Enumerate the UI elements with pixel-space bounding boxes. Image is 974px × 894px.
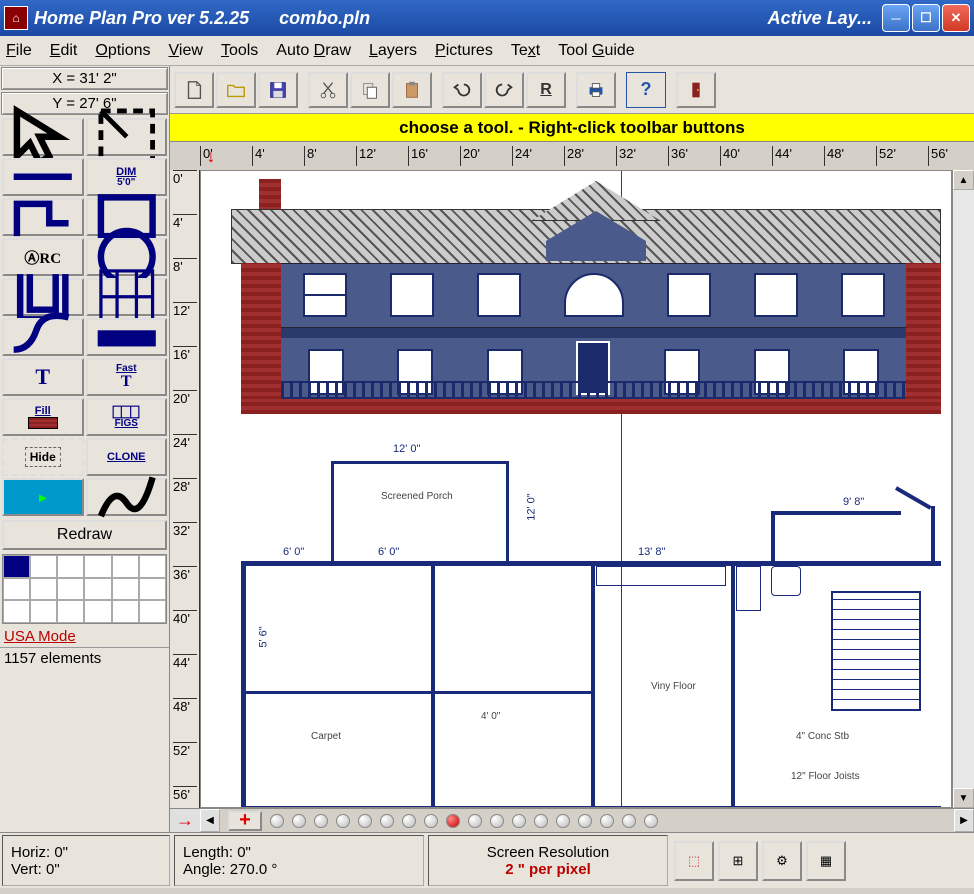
layer-dot[interactable]	[380, 814, 394, 828]
tool-blue[interactable]: ▸	[2, 478, 84, 516]
menu-autodraw[interactable]: Auto Draw	[276, 42, 351, 60]
active-layer-label: Active Lay...	[768, 8, 872, 29]
layer-dot[interactable]	[270, 814, 284, 828]
scroll-right-icon[interactable]: ▶	[954, 809, 974, 832]
layer-dot[interactable]	[490, 814, 504, 828]
menu-options[interactable]: Options	[95, 42, 150, 60]
new-button[interactable]	[174, 72, 214, 108]
tool-fasttext[interactable]: FastT	[86, 358, 168, 396]
ruler-down-arrow-icon[interactable]: →	[170, 809, 200, 832]
print-button[interactable]	[576, 72, 616, 108]
status-res-value: 2 " per pixel	[505, 861, 590, 878]
layer-dot[interactable]	[468, 814, 482, 828]
left-panel: X = 31' 2" Y = 27' 6" DIM5'0" ⒶRC T Fast…	[0, 66, 170, 832]
help-button[interactable]: ?	[626, 72, 666, 108]
copy-button[interactable]	[350, 72, 390, 108]
status-vert: Vert: 0"	[11, 861, 161, 878]
titlebar: ⌂ Home Plan Pro ver 5.2.25 combo.pln Act…	[0, 0, 974, 36]
layer-dot[interactable]	[292, 814, 306, 828]
tool-text[interactable]: T	[2, 358, 84, 396]
tool-fill[interactable]: Fill	[2, 398, 84, 436]
menu-edit[interactable]: Edit	[50, 42, 78, 60]
door-button[interactable]	[676, 72, 716, 108]
app-icon: ⌂	[4, 6, 28, 30]
status-icon-4[interactable]: ▦	[806, 841, 846, 881]
menubar: File Edit Options View Tools Auto Draw L…	[0, 36, 974, 66]
layer-dot[interactable]	[512, 814, 526, 828]
usa-mode-link[interactable]: USA Mode	[0, 626, 169, 647]
menu-text[interactable]: Text	[511, 42, 540, 60]
layer-dot[interactable]	[314, 814, 328, 828]
redraw-tb-button[interactable]: R	[526, 72, 566, 108]
statusbar: Horiz: 0" Vert: 0" Length: 0" Angle: 270…	[0, 832, 974, 888]
menu-view[interactable]: View	[169, 42, 203, 60]
redraw-button[interactable]: Redraw	[2, 520, 167, 550]
layer-dot[interactable]	[424, 814, 438, 828]
undo-button[interactable]	[442, 72, 482, 108]
paste-button[interactable]	[392, 72, 432, 108]
drawing-canvas[interactable]: 12' 0" 12' 0" Screened Porch	[200, 170, 952, 808]
add-layer-button[interactable]: +	[228, 811, 262, 831]
color-grid[interactable]	[2, 554, 167, 624]
tool-hide[interactable]: Hide	[2, 438, 84, 476]
layer-dot[interactable]	[622, 814, 636, 828]
open-button[interactable]	[216, 72, 256, 108]
vertical-ruler: 0'4'8'12'16'20'24'28'32'36'40'44'48'52'5…	[170, 170, 200, 808]
element-count: 1157 elements	[0, 647, 169, 669]
menu-toolguide[interactable]: Tool Guide	[558, 42, 635, 60]
tool-figs[interactable]: FIGS	[86, 398, 168, 436]
menu-tools[interactable]: Tools	[221, 42, 258, 60]
filename: combo.pln	[279, 8, 370, 29]
layer-dot[interactable]	[578, 814, 592, 828]
status-angle: Angle: 270.0 °	[183, 861, 415, 878]
hint-bar: choose a tool. - Right-click toolbar but…	[170, 114, 974, 142]
menu-pictures[interactable]: Pictures	[435, 42, 493, 60]
close-button[interactable]: ✕	[942, 4, 970, 32]
status-icon-1[interactable]: ⬚	[674, 841, 714, 881]
status-icon-3[interactable]: ⚙	[762, 841, 802, 881]
status-icon-2[interactable]: ⊞	[718, 841, 758, 881]
house-elevation	[231, 181, 941, 421]
floor-plan: 12' 0" 12' 0" Screened Porch	[231, 431, 941, 808]
layer-dot-active[interactable]	[446, 814, 460, 828]
vertical-scrollbar[interactable]: ▲ ▼	[952, 170, 974, 808]
maximize-button[interactable]: ☐	[912, 4, 940, 32]
layer-dot[interactable]	[358, 814, 372, 828]
layer-dot[interactable]	[402, 814, 416, 828]
scroll-up-icon[interactable]: ▲	[953, 170, 974, 190]
status-res-label: Screen Resolution	[487, 844, 610, 861]
status-length: Length: 0"	[183, 844, 415, 861]
tool-thickline[interactable]	[86, 318, 168, 356]
layer-dot[interactable]	[644, 814, 658, 828]
status-horiz: Horiz: 0"	[11, 844, 161, 861]
layer-dot[interactable]	[336, 814, 350, 828]
app-title: Home Plan Pro ver 5.2.25	[34, 8, 249, 29]
layer-dot[interactable]	[600, 814, 614, 828]
layer-dot[interactable]	[534, 814, 548, 828]
tool-polyline[interactable]	[2, 198, 84, 236]
menu-layers[interactable]: Layers	[369, 42, 417, 60]
tool-curve[interactable]	[2, 318, 84, 356]
minimize-button[interactable]: ─	[882, 4, 910, 32]
save-button[interactable]	[258, 72, 298, 108]
x-coord: X = 31' 2"	[1, 67, 168, 90]
tool-freehand[interactable]	[86, 478, 168, 516]
tool-palette: DIM5'0" ⒶRC T FastT Fill FIGS Hide CLONE…	[0, 116, 169, 518]
menu-file[interactable]: File	[6, 42, 32, 60]
tool-marquee[interactable]	[86, 118, 168, 156]
layer-dot[interactable]	[556, 814, 570, 828]
layer-dots: +	[220, 809, 954, 832]
scroll-left-icon[interactable]: ◀	[200, 809, 220, 832]
main-toolbar: R ?	[170, 66, 974, 114]
redo-button[interactable]	[484, 72, 524, 108]
scroll-down-icon[interactable]: ▼	[953, 788, 974, 808]
cut-button[interactable]	[308, 72, 348, 108]
